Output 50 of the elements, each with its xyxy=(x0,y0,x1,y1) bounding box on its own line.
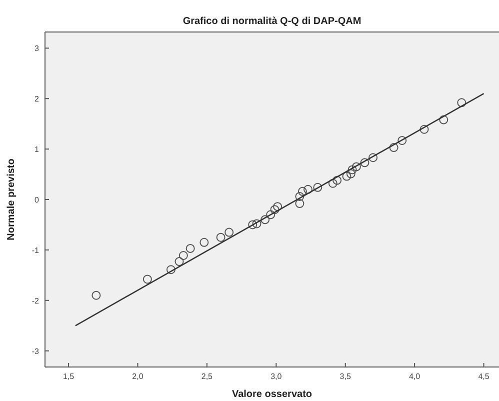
y-tick-label: -2 xyxy=(32,296,40,306)
y-tick-label: 0 xyxy=(34,196,40,204)
x-tick-label: 4,5 xyxy=(478,372,490,381)
point xyxy=(295,199,304,208)
point xyxy=(313,182,322,192)
point xyxy=(348,165,357,174)
point xyxy=(342,172,352,181)
x-tick-label: 3,0 xyxy=(270,372,282,381)
point xyxy=(295,192,304,201)
chart-title: Grafico di normalità Q-Q di DAP-QAM xyxy=(182,16,362,27)
point xyxy=(439,115,448,124)
point xyxy=(200,238,209,247)
y-tick-label: -1 xyxy=(32,246,40,255)
y-axis-title: Normale previsto xyxy=(6,158,17,240)
x-tick-label: 3,5 xyxy=(340,372,352,381)
point xyxy=(174,257,184,266)
x-tick-label: 4,0 xyxy=(409,372,421,381)
point xyxy=(142,274,152,284)
x-axis-title: Valore osservato xyxy=(232,389,312,400)
point xyxy=(166,265,176,274)
point xyxy=(266,210,276,220)
point xyxy=(248,220,258,230)
point xyxy=(457,98,466,108)
point xyxy=(224,228,234,237)
point xyxy=(270,205,280,214)
point xyxy=(352,162,361,172)
x-tick-label: 1,5 xyxy=(62,372,75,381)
point xyxy=(420,124,429,134)
point xyxy=(273,202,282,212)
point xyxy=(328,178,338,188)
point xyxy=(303,184,312,194)
x-tick-label: 2,0 xyxy=(132,372,144,381)
point xyxy=(389,143,398,152)
point xyxy=(368,153,378,162)
point xyxy=(178,251,188,260)
point xyxy=(332,176,342,185)
point xyxy=(252,219,262,228)
point xyxy=(346,169,356,178)
point xyxy=(260,215,270,224)
point xyxy=(360,158,370,168)
x-tick-label: 2,5 xyxy=(201,372,214,381)
point xyxy=(298,186,307,196)
y-tick-label: 2 xyxy=(34,94,40,104)
point xyxy=(186,244,195,253)
point xyxy=(398,136,407,145)
point xyxy=(92,290,101,300)
y-tick-label: 1 xyxy=(34,145,40,154)
y-tick-label: -3 xyxy=(32,346,40,356)
y-tick-label: 3 xyxy=(34,44,40,54)
point xyxy=(216,232,226,242)
